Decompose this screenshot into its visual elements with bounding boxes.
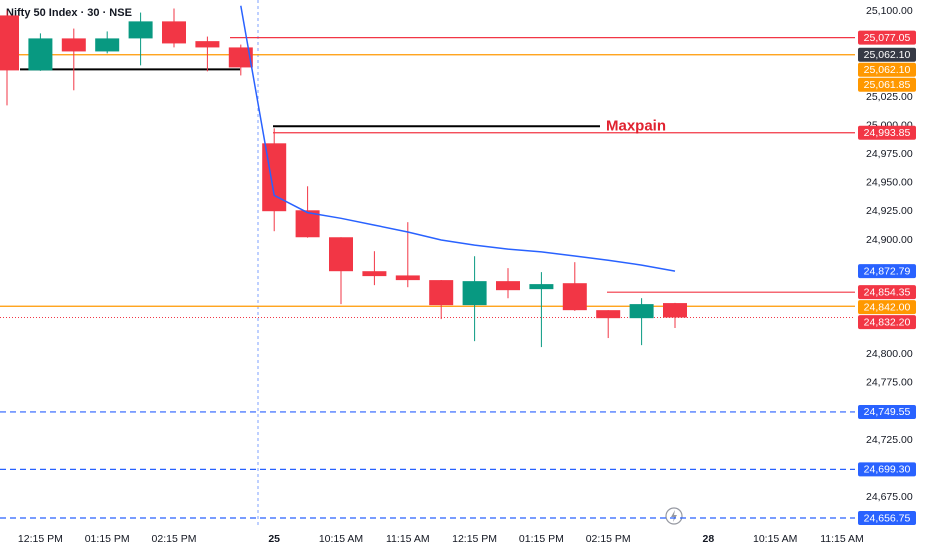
y-tick-label: 25,100.00: [866, 5, 913, 17]
candle-body: [95, 38, 120, 52]
y-tick-label: 24,950.00: [866, 177, 913, 189]
price-badge: [858, 125, 916, 140]
price-badge-label: 25,062.10: [864, 64, 911, 76]
x-tick-label: 11:15 AM: [820, 533, 864, 545]
candle-body: [663, 303, 687, 318]
y-tick-label: 24,900.00: [866, 234, 913, 246]
y-tick-label: 24,925.00: [866, 205, 913, 217]
y-tick-label: 25,025.00: [866, 91, 913, 103]
candle-body: [596, 310, 621, 319]
y-tick-label: 24,975.00: [866, 148, 913, 160]
annotation: Maxpain: [606, 117, 666, 134]
moving-average: [240, 5, 676, 272]
icon-bolt[interactable]: [671, 510, 677, 522]
price-badge: [858, 462, 916, 477]
x-tick-label: 12:15 PM: [18, 533, 63, 545]
candle-body: [562, 283, 587, 311]
x-tick-label: 28: [703, 533, 715, 545]
price-badge: [858, 404, 916, 419]
candle-body: [228, 47, 253, 68]
price-badge-label: 24,832.20: [864, 316, 911, 328]
y-tick-label: 24,775.00: [866, 377, 913, 389]
price-badge-label: 24,854.35: [864, 286, 911, 298]
candle-body: [496, 281, 520, 291]
price-badge-label: 24,842.00: [864, 301, 911, 313]
x-tick-label: 02:15 PM: [586, 533, 631, 545]
candle-body: [362, 271, 387, 277]
price-badge-label: 24,749.55: [864, 406, 911, 418]
x-tick-label: 25: [268, 533, 280, 545]
price-badge-label: 25,061.85: [864, 79, 911, 91]
price-badge-label: 25,077.05: [864, 32, 911, 44]
price-badge-label: 24,656.75: [864, 512, 911, 524]
price-badge: [858, 264, 916, 279]
y-tick-label: 24,725.00: [866, 434, 913, 446]
chart-title: Nifty 50 Index · 30 · NSE: [6, 7, 132, 19]
x-tick-label: 01:15 PM: [85, 533, 130, 545]
candle-body: [429, 280, 454, 306]
price-badge-label: 25,062.10: [864, 49, 911, 61]
candle-body: [61, 38, 86, 52]
y-tick-label: 24,800.00: [866, 348, 913, 360]
price-badge-label: 24,993.85: [864, 127, 911, 139]
candle-body: [295, 210, 320, 238]
price-badge: [858, 511, 916, 525]
y-tick-label: 24,675.00: [866, 491, 913, 503]
price-badge: [858, 47, 916, 62]
x-tick-label: 12:15 PM: [452, 533, 497, 545]
candle-body: [128, 21, 153, 39]
lightning-icon[interactable]: [665, 507, 683, 525]
candle-body: [262, 143, 287, 212]
x-tick-label: 02:15 PM: [152, 533, 197, 545]
candle-body: [162, 21, 186, 44]
candle-body: [329, 237, 353, 272]
x-tick-label: 10:15 AM: [319, 533, 363, 545]
candle-body: [462, 281, 487, 306]
candle-body: [395, 275, 420, 281]
x-tick-label: 11:15 AM: [386, 533, 430, 545]
price-badge: [858, 285, 916, 300]
x-tick-label: 10:15 AM: [753, 533, 797, 545]
price-badge-label: 24,872.79: [864, 265, 911, 277]
candle-body: [0, 15, 19, 71]
price-badge: [858, 300, 916, 315]
candle-body: [629, 304, 654, 319]
candle-body: [195, 41, 220, 48]
candle-body: [529, 284, 554, 290]
x-tick-label: 01:15 PM: [519, 533, 564, 545]
price-badge: [858, 62, 916, 77]
price-badge: [858, 77, 916, 92]
price-badge: [858, 315, 916, 330]
price-badge: [858, 30, 916, 45]
price-badge-label: 24,699.30: [864, 464, 911, 476]
candle-body: [28, 38, 53, 71]
